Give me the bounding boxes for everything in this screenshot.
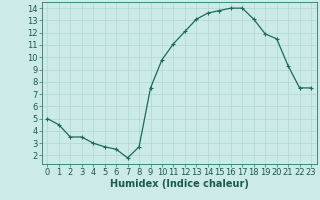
X-axis label: Humidex (Indice chaleur): Humidex (Indice chaleur) [110, 179, 249, 189]
